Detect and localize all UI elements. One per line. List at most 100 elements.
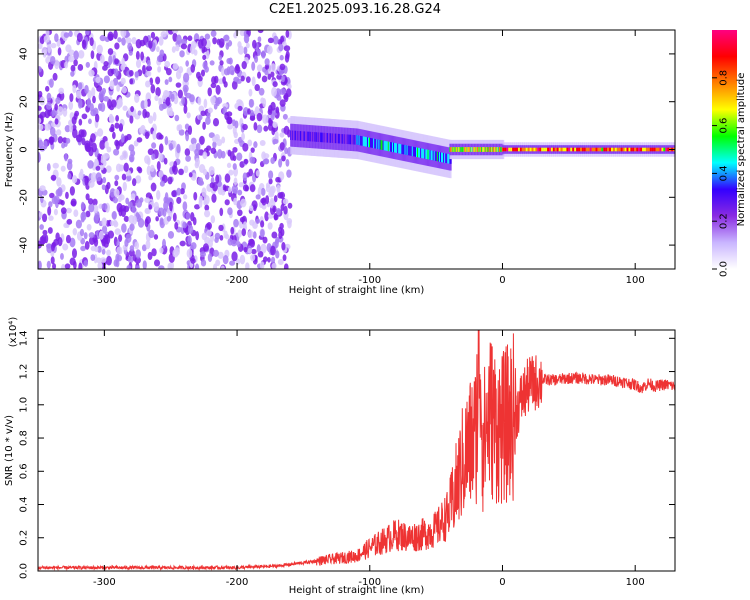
band-core — [550, 147, 555, 152]
noise-dot — [148, 40, 153, 49]
noise-dot — [239, 254, 246, 265]
noise-dot — [128, 50, 133, 56]
y-tick-label: 0 — [19, 146, 30, 152]
noise-dot — [249, 115, 256, 121]
noise-dot — [58, 87, 65, 95]
noise-dot — [158, 170, 164, 178]
noise-dot — [61, 142, 66, 149]
band-core — [607, 147, 611, 152]
noise-dot — [205, 116, 211, 126]
noise-dot — [186, 248, 193, 259]
noise-dot — [240, 75, 245, 82]
noise-dot — [70, 71, 75, 77]
noise-dot — [174, 221, 179, 230]
noise-dot — [247, 108, 251, 115]
noise-dot — [38, 105, 42, 112]
noise-dot — [172, 63, 179, 70]
noise-dot — [98, 103, 102, 112]
noise-dot — [81, 113, 88, 120]
noise-dot — [215, 259, 221, 267]
band-core — [614, 147, 619, 152]
noise-dot — [252, 39, 257, 49]
noise-dot — [102, 176, 107, 184]
band-core — [612, 147, 617, 152]
band-core — [521, 147, 525, 152]
noise-dot — [114, 174, 120, 181]
noise-dot — [249, 184, 256, 193]
noise-dot — [276, 95, 282, 101]
noise-dot — [64, 61, 69, 69]
band-core — [651, 147, 655, 152]
noise-dot — [195, 157, 200, 167]
snr-line — [38, 330, 675, 571]
noise-dot — [85, 145, 92, 153]
noise-dot — [145, 239, 151, 250]
colorbar-tick-label: 0.8 — [719, 70, 730, 86]
noise-dot — [272, 138, 279, 145]
noise-dot — [62, 243, 69, 251]
noise-dot — [263, 153, 270, 159]
noise-dot — [165, 97, 171, 107]
noise-dot — [243, 46, 248, 55]
noise-dot — [219, 207, 224, 217]
noise-dot — [73, 209, 79, 218]
band-core — [630, 147, 634, 152]
noise-dot — [116, 84, 120, 92]
noise-dot — [202, 54, 207, 61]
band-core — [502, 147, 506, 152]
noise-dot — [43, 35, 50, 43]
noise-dot — [256, 64, 263, 72]
noise-dot — [232, 146, 238, 153]
noise-dot — [144, 197, 151, 204]
noise-dot — [260, 243, 267, 254]
noise-dot — [207, 87, 212, 97]
noise-dot — [162, 238, 166, 249]
noise-dot — [168, 143, 174, 151]
noise-dot — [99, 139, 106, 150]
band-core — [628, 147, 632, 152]
band-core — [560, 147, 564, 152]
noise-dot — [54, 33, 59, 43]
noise-dot — [67, 172, 72, 180]
noise-dot — [198, 114, 203, 121]
noise-dot — [233, 177, 238, 186]
noise-dot — [228, 57, 233, 65]
noise-dot — [188, 172, 193, 178]
noise-dot — [135, 175, 142, 184]
noise-dot — [80, 201, 85, 211]
band-core — [605, 147, 609, 152]
noise-dot — [134, 71, 139, 78]
noise-dot — [38, 66, 42, 73]
noise-dot — [282, 113, 288, 120]
noise-dot — [206, 112, 211, 119]
noise-dot — [279, 63, 286, 71]
noise-dot — [272, 205, 277, 213]
noise-dot — [75, 90, 82, 99]
band-core — [508, 147, 512, 152]
noise-dot — [241, 132, 245, 141]
spectrogram-area — [38, 30, 675, 269]
band-core — [655, 147, 659, 152]
noise-dot — [64, 125, 71, 133]
noise-dot — [105, 165, 112, 173]
noise-dot — [87, 198, 94, 205]
y-tick-label: 1.4 — [19, 330, 30, 346]
noise-dot — [242, 106, 249, 116]
noise-dot — [236, 99, 243, 105]
noise-dot — [187, 224, 194, 234]
noise-dot — [54, 103, 58, 111]
noise-dot — [131, 205, 136, 214]
noise-dot — [135, 50, 140, 60]
noise-dot — [220, 265, 225, 269]
noise-dot — [66, 218, 73, 225]
noise-dot — [77, 98, 83, 109]
noise-dot — [114, 228, 121, 236]
noise-dot — [252, 231, 257, 239]
band-core — [640, 147, 644, 152]
noise-dot — [175, 82, 182, 88]
noise-dot — [151, 142, 157, 149]
noise-dot — [276, 74, 283, 80]
noise-dot — [252, 204, 257, 212]
noise-dot — [251, 76, 256, 87]
noise-dot — [236, 152, 243, 161]
